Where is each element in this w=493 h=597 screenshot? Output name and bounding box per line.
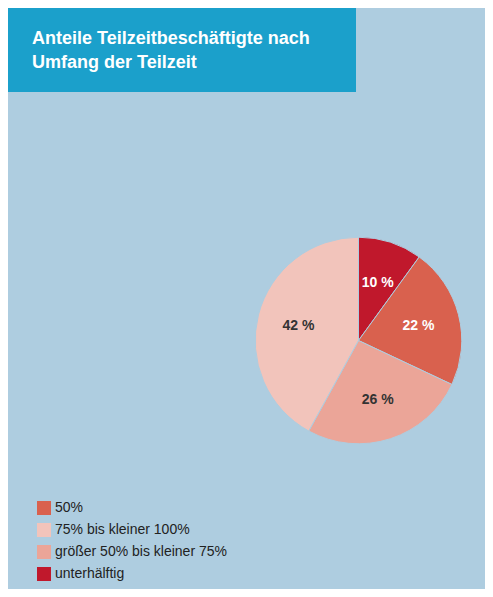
html-text:50%: 50% — [55, 499, 83, 515]
svg-text:10 %: 10 % — [362, 274, 394, 290]
html-text:größer 50% bis kleiner 75%: größer 50% bis kleiner 75% — [55, 543, 227, 559]
html-text:Anteile Teilzeitbeschäftigte n: Anteile Teilzeitbeschäftigte nach Umfang… — [32, 28, 310, 72]
svg-text:22 %: 22 % — [403, 317, 435, 333]
svg-text:26 %: 26 % — [362, 391, 394, 407]
html-text:unterhälftig: unterhälftig — [55, 565, 125, 581]
html-text:75% bis kleiner 100%: 75% bis kleiner 100% — [55, 521, 190, 537]
svg-text:42 %: 42 % — [283, 317, 315, 333]
